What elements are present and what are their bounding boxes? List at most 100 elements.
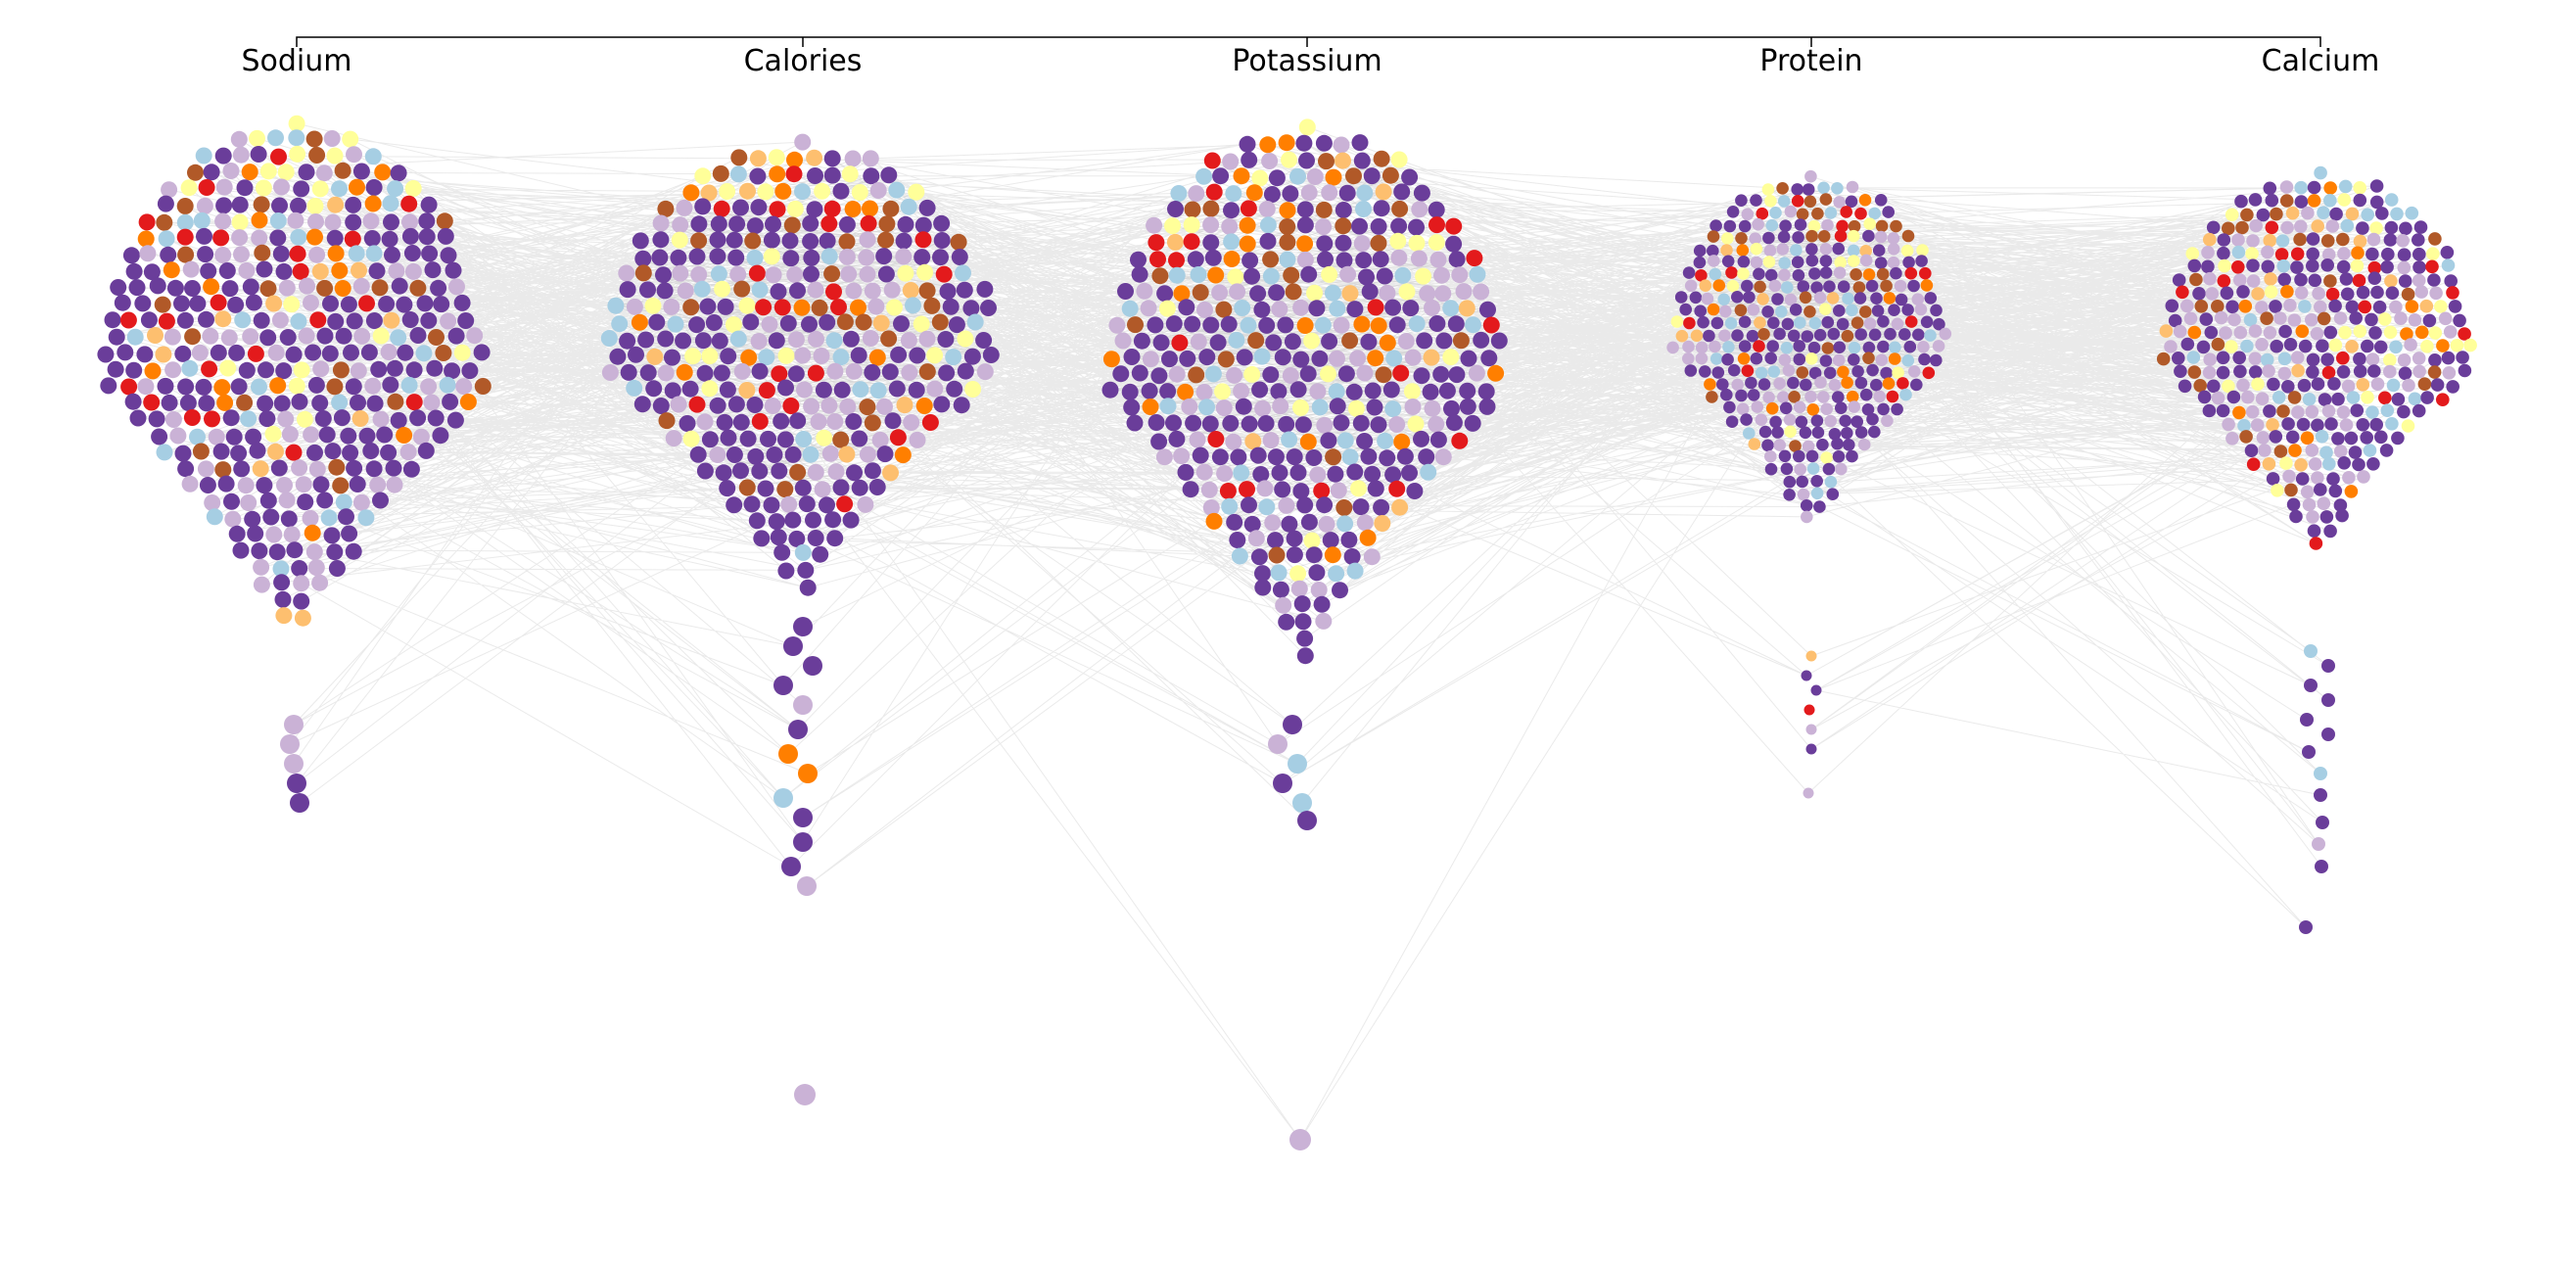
data-point[interactable] [600, 330, 618, 347]
data-point[interactable] [1778, 257, 1791, 270]
data-point[interactable] [1428, 234, 1445, 252]
data-point[interactable] [2311, 418, 2324, 433]
data-point[interactable] [2318, 393, 2332, 406]
data-point[interactable] [1761, 439, 1774, 452]
data-point[interactable] [742, 313, 760, 331]
data-point[interactable] [331, 261, 349, 279]
data-point[interactable] [1335, 252, 1353, 269]
data-point[interactable] [193, 211, 211, 229]
data-point[interactable] [1769, 207, 1782, 219]
data-point[interactable] [453, 294, 471, 311]
data-point[interactable] [292, 262, 309, 280]
data-point[interactable] [953, 397, 970, 414]
data-point[interactable] [2356, 418, 2370, 432]
data-point[interactable] [371, 279, 389, 297]
data-point[interactable] [1735, 232, 1748, 245]
data-point[interactable] [1202, 200, 1220, 217]
data-point[interactable] [2390, 207, 2404, 221]
data-point[interactable] [773, 543, 791, 561]
data-point[interactable] [1215, 301, 1233, 318]
data-point[interactable] [1778, 353, 1792, 366]
data-point[interactable] [882, 200, 900, 217]
data-point[interactable] [2317, 311, 2331, 326]
data-point[interactable] [1806, 403, 1820, 416]
data-point[interactable] [164, 328, 181, 346]
data-point[interactable] [212, 229, 230, 247]
data-point[interactable] [158, 312, 175, 330]
data-point[interactable] [253, 558, 270, 576]
data-point[interactable] [2353, 352, 2366, 366]
data-point[interactable] [1876, 267, 1890, 281]
data-point[interactable] [412, 428, 430, 446]
data-point[interactable] [304, 344, 322, 361]
data-point[interactable] [249, 129, 265, 147]
data-point[interactable] [1736, 402, 1750, 416]
data-point[interactable] [161, 181, 178, 199]
data-point[interactable] [2379, 444, 2394, 457]
data-point[interactable] [845, 362, 863, 380]
data-point[interactable] [1296, 201, 1314, 218]
data-point[interactable] [346, 459, 363, 477]
data-point[interactable] [833, 381, 851, 399]
data-point[interactable] [1465, 316, 1481, 334]
data-point[interactable] [769, 201, 786, 218]
data-point[interactable] [1313, 595, 1331, 613]
data-point[interactable] [2239, 430, 2253, 444]
data-point[interactable] [114, 294, 131, 311]
data-point[interactable] [1761, 183, 1775, 196]
data-point[interactable] [324, 213, 342, 231]
data-point[interactable] [2337, 247, 2351, 260]
data-point[interactable] [277, 410, 295, 428]
data-point[interactable] [694, 167, 712, 185]
data-point[interactable] [2193, 379, 2207, 393]
data-point[interactable] [1222, 153, 1240, 170]
data-point[interactable] [1933, 317, 1945, 331]
data-point[interactable] [2325, 219, 2340, 233]
data-point[interactable] [1448, 366, 1466, 384]
data-point[interactable] [1293, 595, 1311, 613]
data-point[interactable] [1764, 195, 1777, 208]
data-point[interactable] [1258, 498, 1276, 516]
data-point[interactable] [819, 496, 835, 514]
data-point[interactable] [1930, 304, 1943, 317]
data-point[interactable] [304, 524, 321, 541]
data-point[interactable] [2203, 232, 2217, 247]
data-point[interactable] [872, 314, 890, 332]
data-point[interactable] [851, 184, 868, 201]
data-point[interactable] [280, 510, 298, 528]
data-point[interactable] [1292, 351, 1310, 368]
data-point[interactable] [2266, 472, 2280, 486]
data-point[interactable] [751, 412, 769, 430]
data-point[interactable] [747, 447, 765, 465]
data-point[interactable] [448, 278, 465, 296]
data-point[interactable] [777, 347, 795, 364]
data-point[interactable] [151, 428, 168, 446]
data-point[interactable] [148, 410, 165, 428]
data-point[interactable] [1353, 235, 1371, 253]
data-point[interactable] [1422, 383, 1439, 400]
data-point[interactable] [797, 876, 817, 896]
data-point[interactable] [864, 462, 881, 480]
data-point[interactable] [1894, 279, 1907, 293]
data-point[interactable] [1190, 266, 1207, 283]
data-point[interactable] [2389, 340, 2403, 354]
data-point[interactable] [1791, 256, 1804, 269]
data-point[interactable] [893, 315, 910, 333]
data-point[interactable] [2321, 404, 2336, 418]
data-point[interactable] [1207, 266, 1225, 284]
data-point[interactable] [1796, 208, 1809, 221]
data-point[interactable] [1712, 279, 1726, 292]
data-point[interactable] [1289, 167, 1306, 185]
data-point[interactable] [1887, 256, 1900, 269]
data-point[interactable] [820, 215, 838, 232]
data-point[interactable] [1805, 650, 1817, 662]
data-point[interactable] [404, 262, 422, 280]
data-point[interactable] [1243, 365, 1261, 383]
data-point[interactable] [214, 461, 232, 479]
data-point[interactable] [1442, 349, 1460, 366]
data-point[interactable] [125, 262, 143, 280]
data-point[interactable] [1432, 365, 1450, 383]
data-point[interactable] [1215, 399, 1233, 417]
data-point[interactable] [1804, 390, 1817, 403]
data-point[interactable] [859, 265, 876, 283]
